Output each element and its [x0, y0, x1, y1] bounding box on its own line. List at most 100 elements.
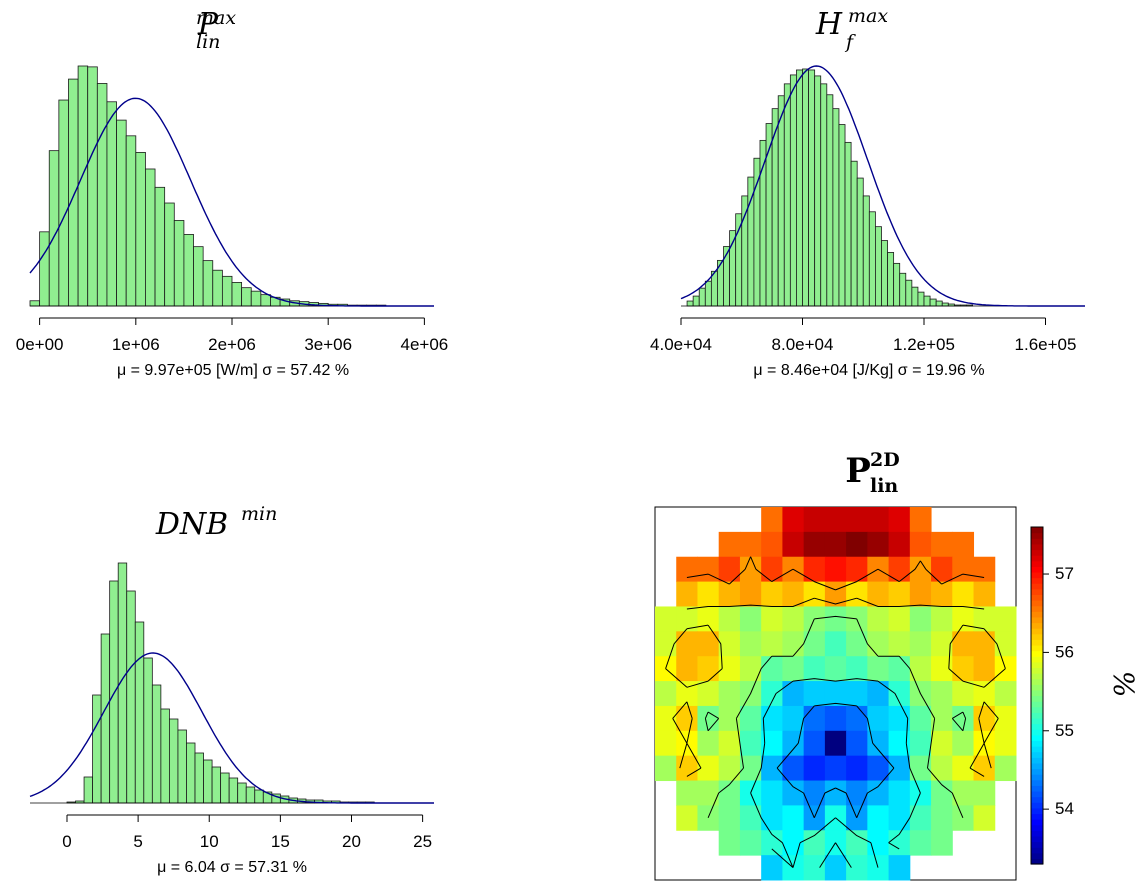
heatmap-cell — [718, 705, 741, 732]
heatmap-cell — [824, 606, 847, 632]
heatmap-cell — [888, 631, 911, 657]
histogram-bar — [850, 160, 858, 307]
heatmap-cell — [739, 631, 762, 657]
histogram-bar — [194, 752, 204, 804]
heatmap-cell — [676, 755, 698, 782]
heatmap-cell — [803, 830, 826, 856]
bars — [30, 562, 434, 804]
heatmap-cell — [846, 507, 868, 533]
heatmap-cell — [739, 730, 762, 757]
heatmap-cell — [761, 556, 783, 583]
heatmap-cell — [761, 656, 783, 682]
title-sub: lin — [196, 31, 220, 53]
colorbar-segment — [1031, 628, 1043, 635]
heatmap-cells — [655, 507, 1017, 881]
heatmap-cell — [888, 606, 911, 632]
heatmap-cell — [931, 780, 953, 806]
colorbar-segment — [1031, 841, 1043, 848]
histogram-bar — [802, 68, 809, 307]
heatmap-cell — [888, 805, 911, 831]
colorbar-segment — [1031, 695, 1043, 702]
heatmap-cell — [803, 705, 826, 732]
histogram-bar — [58, 99, 69, 307]
histogram-bar — [145, 168, 156, 307]
histogram-bar — [245, 786, 256, 804]
heatmap-cell — [931, 556, 953, 583]
normal-fit-curve — [680, 65, 1085, 307]
title-base: P — [845, 451, 871, 491]
title-hf-max: H — [815, 7, 843, 42]
heatmap-cell — [952, 581, 975, 607]
colorbar-segment — [1031, 594, 1043, 601]
colorbar-tick-label: 56 — [1055, 642, 1074, 661]
histogram-plin-max: P max lin 0e+00 1e+06 2e+06 3e+06 4e+06 μ = … — [16, 7, 449, 379]
heatmap-cell — [931, 531, 953, 558]
heatmap-cell — [909, 631, 932, 657]
histogram-bar — [753, 157, 761, 307]
tick-label: 4.0e+04 — [650, 335, 712, 354]
colorbar-segment — [1031, 560, 1043, 567]
heatmap-cell — [952, 730, 975, 757]
histogram-bar — [777, 95, 785, 307]
heatmap-cell — [782, 705, 805, 732]
title-plin-2d: P — [845, 451, 871, 491]
colorbar-segment — [1031, 847, 1043, 854]
histogram-bar — [686, 300, 694, 307]
colorbar-segment — [1031, 729, 1043, 736]
histogram-bar — [186, 742, 196, 804]
heatmap-cell — [697, 780, 720, 806]
heatmap-cell — [718, 581, 741, 607]
heatmap-cell — [803, 681, 826, 707]
heatmap-cell — [888, 656, 911, 682]
histogram-bar — [134, 621, 145, 804]
heatmap-cell — [676, 581, 698, 607]
histogram-bar — [126, 590, 136, 804]
heatmap-cell — [824, 855, 847, 881]
heatmap-cell — [867, 855, 890, 881]
colorbar-segment — [1031, 796, 1043, 803]
tick-label: 5 — [133, 832, 142, 851]
tick-label: 10 — [200, 832, 219, 851]
heatmap-cell — [803, 507, 826, 533]
histogram-bar — [844, 141, 852, 307]
heatmap-cell — [909, 805, 932, 831]
heatmap-cell — [952, 755, 975, 782]
heatmap-cell — [867, 780, 890, 806]
heatmap-cell — [846, 805, 868, 831]
colorbar-segment — [1031, 774, 1043, 781]
histogram-bar — [164, 202, 175, 307]
tick-label: 1.6e+05 — [1015, 335, 1077, 354]
tick-label: 15 — [271, 832, 290, 851]
histogram-bar — [929, 298, 937, 307]
histogram-bar — [820, 83, 828, 307]
histogram-bar — [796, 69, 803, 307]
histogram-bar — [868, 211, 876, 307]
histogram-bar — [941, 302, 949, 307]
stats-label: μ = 9.97e+05 [W/m] σ = 57.42 % — [117, 362, 349, 379]
heatmap-cell — [846, 830, 868, 856]
colorbar-segment — [1031, 611, 1043, 618]
histogram-bar — [92, 694, 102, 804]
heatmap-cell — [803, 730, 826, 757]
tick-label: 2e+06 — [208, 335, 256, 354]
heatmap-cell — [782, 855, 805, 881]
title-sup: max — [196, 7, 236, 29]
heatmap-cell — [718, 681, 741, 707]
heatmap-cell — [846, 780, 868, 806]
heatmap-cell — [761, 830, 783, 856]
heatmap-cell — [739, 581, 762, 607]
heatmap-cell — [867, 805, 890, 831]
heatmap-cell — [676, 705, 698, 732]
colorbar-segment — [1031, 790, 1043, 798]
heatmap-cell — [761, 855, 783, 881]
stats-label: μ = 8.46e+04 [J/Kg] σ = 19.96 % — [753, 362, 984, 379]
heatmap-cell — [782, 780, 805, 806]
heatmap-cell — [888, 830, 911, 856]
colorbar-segment — [1031, 835, 1043, 843]
colorbar-label: % — [1107, 671, 1136, 698]
colorbar-tick-label: 57 — [1055, 564, 1074, 583]
heatmap-cell — [739, 531, 762, 558]
heatmap-cell — [655, 705, 677, 732]
heatmap-cell — [655, 730, 677, 757]
